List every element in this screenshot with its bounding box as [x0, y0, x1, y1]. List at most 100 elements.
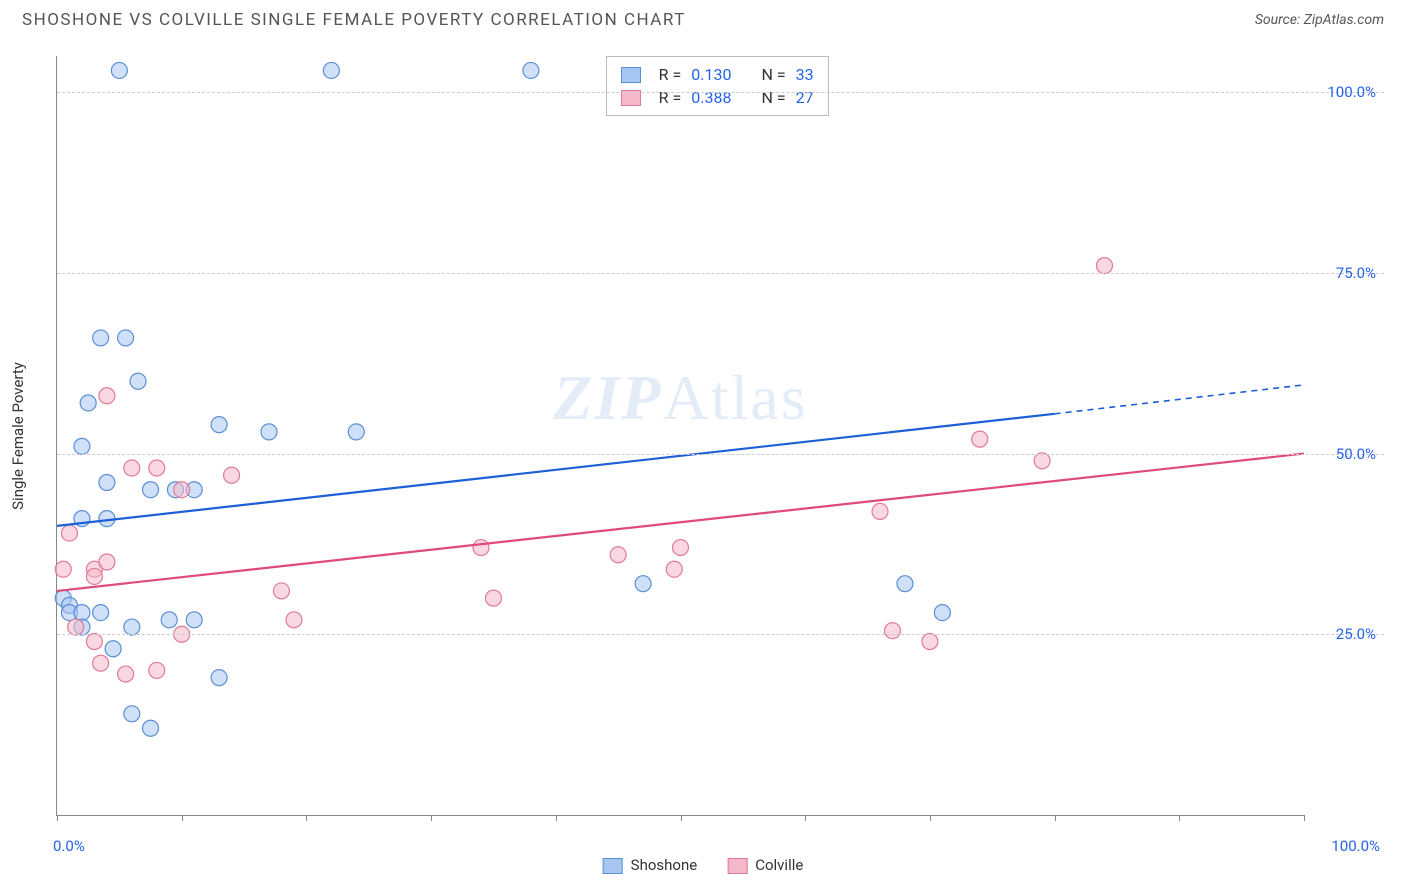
x-tick	[556, 815, 557, 821]
gridline	[57, 273, 1384, 274]
data-point	[523, 62, 539, 78]
stats-row: R = 0.388 N = 27	[621, 86, 814, 109]
data-point	[74, 438, 90, 454]
r-value: 0.388	[691, 88, 731, 107]
series-swatch	[727, 858, 747, 874]
data-point	[323, 62, 339, 78]
x-tick	[805, 815, 806, 821]
data-point	[118, 666, 134, 682]
n-label: N =	[761, 65, 785, 84]
data-point	[972, 431, 988, 447]
x-tick	[1304, 815, 1305, 821]
y-tick-label: 25.0%	[1336, 625, 1376, 643]
x-tick	[1179, 815, 1180, 821]
trend-line	[1055, 385, 1304, 414]
data-point	[111, 62, 127, 78]
data-point	[273, 583, 289, 599]
data-point	[130, 373, 146, 389]
x-min-label: 0.0%	[53, 837, 85, 855]
data-point	[149, 662, 165, 678]
x-max-label: 100.0%	[1331, 837, 1380, 855]
data-point	[86, 634, 102, 650]
data-point	[174, 482, 190, 498]
y-tick-label: 100.0%	[1327, 83, 1376, 101]
data-point	[124, 619, 140, 635]
data-point	[93, 330, 109, 346]
r-label: R =	[659, 65, 682, 84]
x-tick	[431, 815, 432, 821]
n-label: N =	[761, 88, 785, 107]
data-point	[897, 576, 913, 592]
data-point	[286, 612, 302, 628]
data-point	[161, 612, 177, 628]
data-point	[74, 605, 90, 621]
data-point	[261, 424, 277, 440]
chart-source: Source: ZipAtlas.com	[1255, 12, 1384, 28]
data-point	[93, 655, 109, 671]
data-point	[473, 540, 489, 556]
data-point	[884, 623, 900, 639]
data-point	[93, 605, 109, 621]
legend-item: Colville	[727, 856, 803, 874]
stats-legend-box: R = 0.130 N = 33 R = 0.388 N = 27	[606, 56, 829, 116]
n-value: 27	[796, 88, 814, 107]
data-point	[224, 467, 240, 483]
data-point	[55, 561, 71, 577]
data-point	[934, 605, 950, 621]
data-point	[673, 540, 689, 556]
data-point	[485, 590, 501, 606]
y-axis-label: Single Female Poverty	[9, 362, 27, 510]
data-point	[99, 388, 115, 404]
data-point	[118, 330, 134, 346]
r-label: R =	[659, 88, 682, 107]
legend-item: Shoshone	[603, 856, 698, 874]
data-point	[86, 568, 102, 584]
data-point	[143, 482, 159, 498]
scatter-svg	[57, 56, 1304, 815]
data-point	[143, 720, 159, 736]
data-point	[1096, 258, 1112, 274]
series-swatch	[621, 67, 641, 83]
data-point	[211, 417, 227, 433]
r-value: 0.130	[691, 65, 731, 84]
data-point	[211, 670, 227, 686]
data-point	[124, 460, 140, 476]
x-tick	[306, 815, 307, 821]
data-point	[61, 525, 77, 541]
legend-label: Shoshone	[631, 856, 698, 874]
data-point	[922, 634, 938, 650]
x-tick	[182, 815, 183, 821]
data-point	[348, 424, 364, 440]
data-point	[666, 561, 682, 577]
data-point	[610, 547, 626, 563]
x-tick	[1055, 815, 1056, 821]
trend-line	[57, 414, 1055, 526]
chart-area: Single Female Poverty ZIPAtlas R =0.130N…	[22, 40, 1384, 832]
data-point	[68, 619, 84, 635]
data-point	[99, 554, 115, 570]
chart-title: SHOSHONE VS COLVILLE SINGLE FEMALE POVER…	[22, 10, 686, 30]
data-point	[635, 576, 651, 592]
x-tick	[930, 815, 931, 821]
data-point	[149, 460, 165, 476]
legend-label: Colville	[755, 856, 803, 874]
data-point	[124, 706, 140, 722]
data-point	[186, 612, 202, 628]
x-tick	[681, 815, 682, 821]
n-value: 33	[796, 65, 814, 84]
series-swatch	[603, 858, 623, 874]
gridline	[57, 92, 1384, 93]
data-point	[1034, 453, 1050, 469]
data-point	[99, 474, 115, 490]
y-tick-label: 75.0%	[1336, 264, 1376, 282]
data-point	[872, 503, 888, 519]
data-point	[105, 641, 121, 657]
plot-region: ZIPAtlas R =0.130N =33R =0.388N =27 0.0%…	[56, 56, 1304, 816]
data-point	[80, 395, 96, 411]
series-legend: Shoshone Colville	[603, 856, 804, 874]
gridline	[57, 634, 1384, 635]
gridline	[57, 454, 1384, 455]
stats-row: R = 0.130 N = 33	[621, 63, 814, 86]
y-tick-label: 50.0%	[1336, 445, 1376, 463]
x-tick	[57, 815, 58, 821]
